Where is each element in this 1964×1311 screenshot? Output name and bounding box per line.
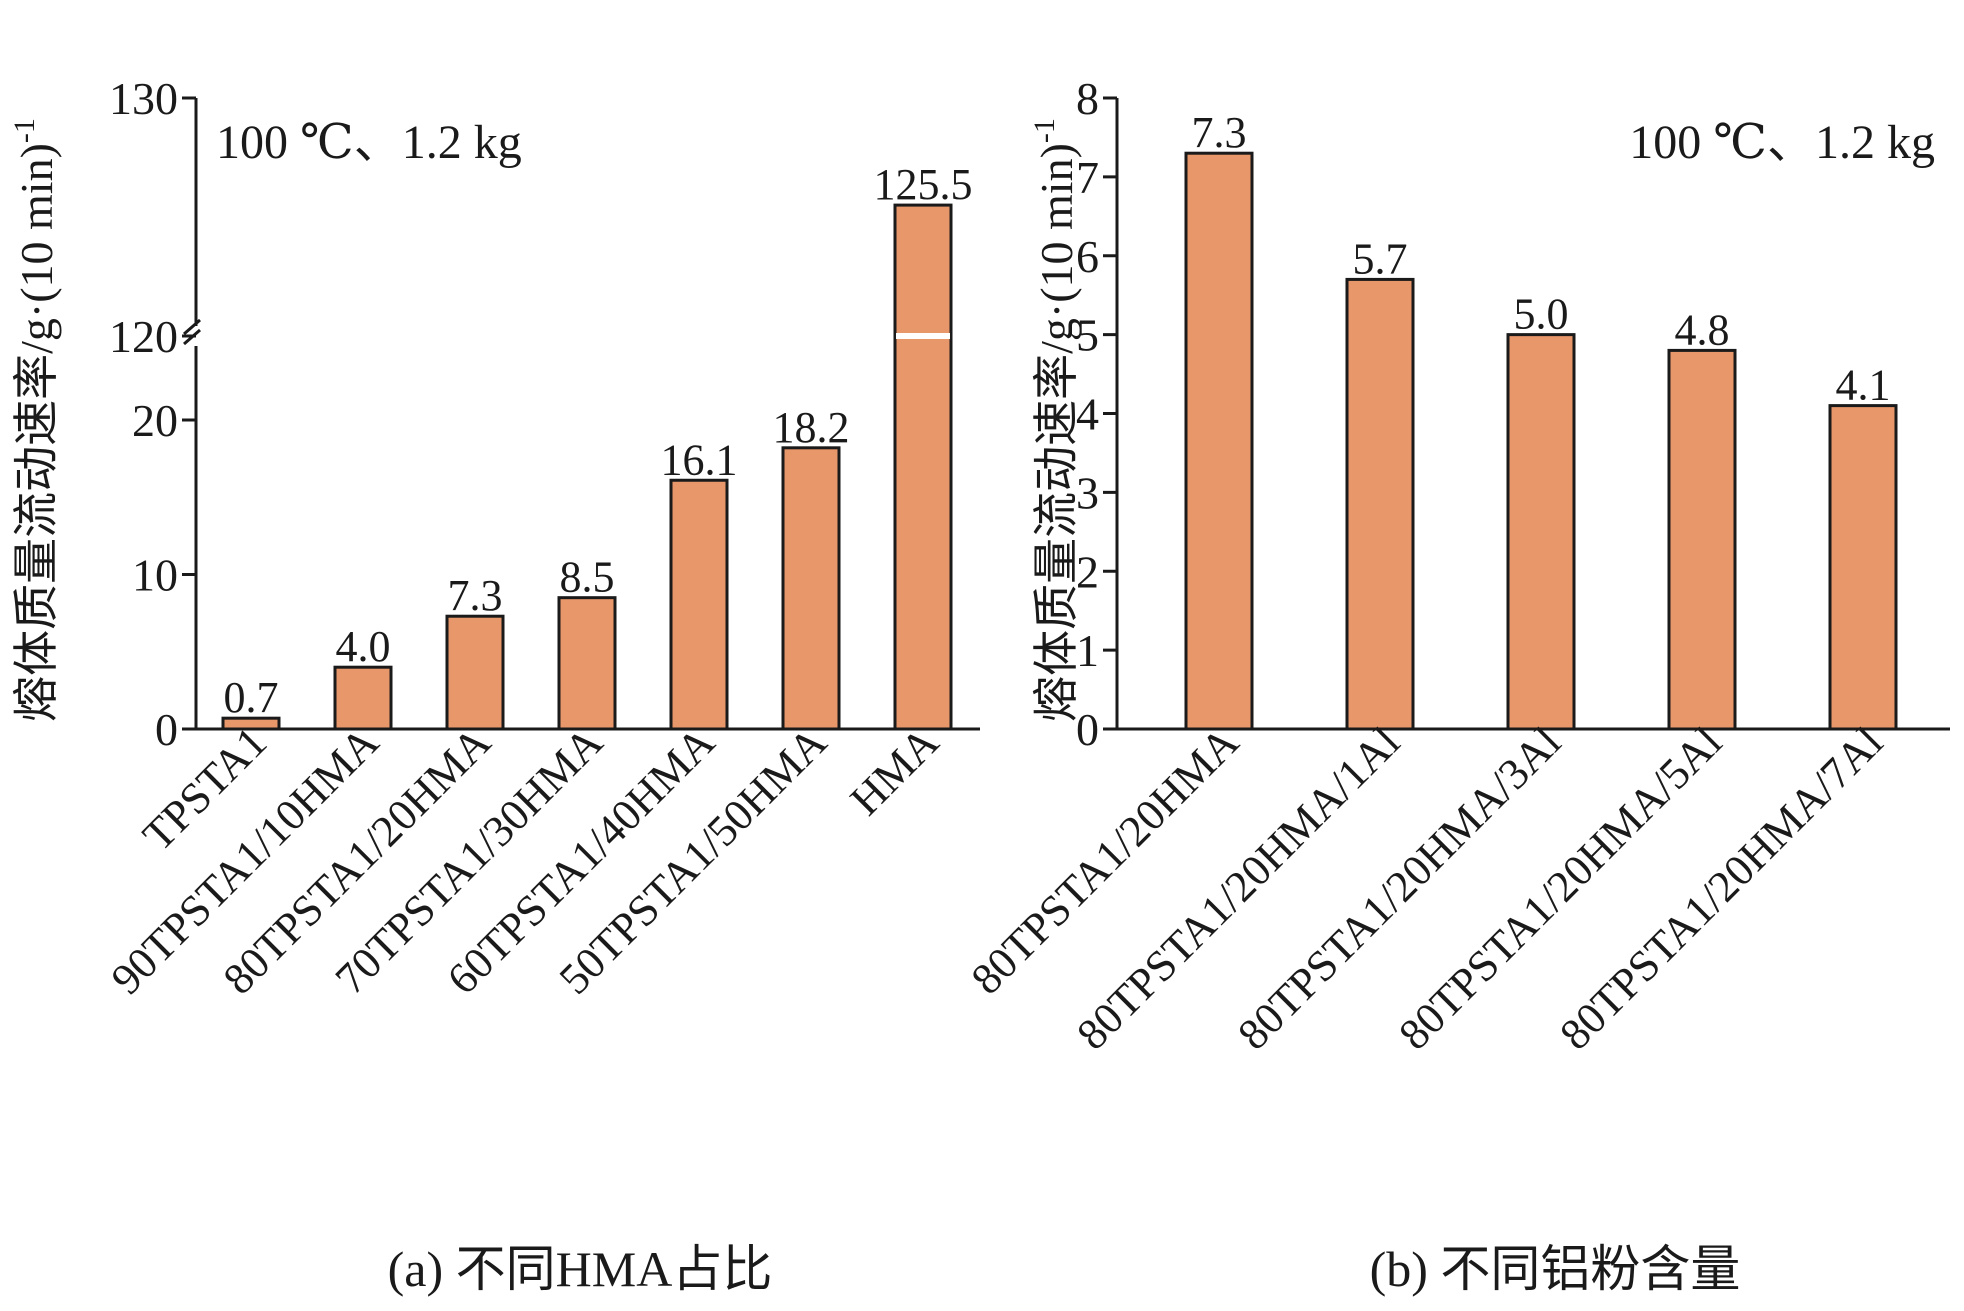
bar — [781, 446, 841, 731]
axis-break-mark — [183, 318, 201, 336]
data-label: 5.0 — [1514, 290, 1569, 339]
bar — [221, 716, 281, 731]
panel-a: 010201201300.7TPSTA14.090TPSTA1/10HMA7.3… — [8, 73, 980, 1297]
y-tick-label: 0 — [1076, 704, 1099, 755]
y-axis-label: 熔体质量流动速率/g·(10 min)-1 — [8, 118, 62, 722]
data-label: 8.5 — [560, 553, 615, 602]
x-tick-label: 80TPSTA1/20HMA/7Al — [1550, 717, 1892, 1059]
x-tick-label: HMA — [841, 717, 948, 824]
y-tick-label: 0 — [155, 704, 178, 755]
bar — [1345, 277, 1415, 731]
y-axis-label: 熔体质量流动速率/g·(10 min)-1 — [1028, 118, 1082, 722]
panel-caption: (a) 不同HMA占比 — [388, 1241, 773, 1297]
data-label: 18.2 — [773, 403, 850, 452]
y-tick-label: 7 — [1076, 152, 1099, 203]
panel-b: 0 1 2 3 4 5 6 7 8 7.3 80TPSTA1/20HMA 5.7 80TPSTA1/20… — [962, 73, 1950, 1297]
panel-caption: (b) 不同铝粉含量 — [1370, 1241, 1741, 1297]
x-tick-label: 80TPSTA1/20HMA — [962, 717, 1248, 1003]
bar — [333, 665, 393, 731]
bar — [669, 478, 729, 731]
data-label: 5.7 — [1353, 234, 1408, 283]
bar — [557, 596, 617, 731]
y-tick-label: 8 — [1076, 73, 1099, 124]
data-label: 7.3 — [1192, 108, 1247, 157]
bar — [1828, 404, 1898, 731]
data-label: 4.0 — [336, 622, 391, 671]
data-label: 125.5 — [874, 160, 973, 209]
y-tick-label: 3 — [1076, 467, 1099, 518]
y-tick-label: 130 — [109, 73, 178, 124]
y-tick-label: 4 — [1076, 389, 1099, 440]
y-tick-label: 1 — [1076, 625, 1099, 676]
bar — [1506, 333, 1576, 731]
data-label: 16.1 — [661, 435, 738, 484]
y-tick-label: 6 — [1076, 231, 1099, 282]
annotation: 100 ℃、1.2 kg — [1629, 116, 1935, 169]
data-label: 7.3 — [448, 571, 503, 620]
y-tick-label: 10 — [132, 550, 178, 601]
data-label: 4.1 — [1836, 361, 1891, 410]
y-tick-label: 120 — [109, 311, 178, 362]
bar — [445, 614, 505, 731]
x-tick-label: 80TPSTA1/20HMA/5Al — [1389, 717, 1731, 1059]
y-tick-label: 2 — [1076, 546, 1099, 597]
bar — [1184, 151, 1254, 731]
bar — [893, 203, 953, 731]
y-tick-label: 20 — [132, 395, 178, 446]
annotation: 100 ℃、1.2 kg — [216, 116, 522, 169]
y-tick-label: 5 — [1076, 310, 1099, 361]
x-tick-label: 80TPSTA1/20HMA/1Al — [1067, 717, 1409, 1059]
data-label: 0.7 — [224, 673, 279, 722]
bar — [1667, 348, 1737, 731]
x-tick-label: 80TPSTA1/20HMA/3Al — [1228, 717, 1570, 1059]
data-label: 4.8 — [1675, 305, 1730, 354]
